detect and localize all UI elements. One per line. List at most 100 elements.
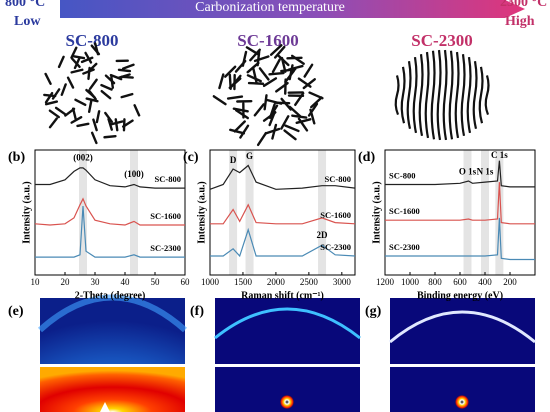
pattern-image bbox=[390, 298, 535, 412]
stick bbox=[234, 109, 249, 120]
stick bbox=[436, 49, 442, 141]
stick bbox=[44, 100, 59, 106]
low-temp: 800 °C bbox=[5, 0, 45, 10]
stick bbox=[295, 118, 312, 125]
panel-label: (c) bbox=[183, 150, 199, 165]
stick bbox=[212, 95, 227, 106]
stick bbox=[84, 51, 93, 64]
annotation: O 1s bbox=[459, 167, 477, 177]
stick bbox=[424, 51, 430, 139]
x-axis-label: 2-Theta (degree) bbox=[75, 290, 146, 301]
stick bbox=[302, 78, 316, 90]
stick bbox=[109, 73, 123, 81]
stick-drawing bbox=[212, 44, 324, 147]
stick bbox=[290, 54, 305, 65]
x-tick-label: 2000 bbox=[267, 277, 286, 287]
stick bbox=[85, 97, 99, 103]
stick bbox=[268, 110, 276, 127]
stick bbox=[418, 54, 424, 137]
beam-stop bbox=[100, 402, 110, 412]
x-tick-label: 10 bbox=[31, 277, 41, 287]
annotation: (100) bbox=[124, 169, 144, 179]
plot-frame bbox=[34, 149, 186, 276]
stick bbox=[85, 88, 96, 99]
stick bbox=[229, 128, 246, 135]
annotation: 2D bbox=[317, 230, 329, 240]
series-line bbox=[210, 227, 356, 258]
stick bbox=[269, 44, 283, 56]
stick bbox=[253, 103, 265, 117]
x-tick-label: 1500 bbox=[234, 277, 253, 287]
stick bbox=[249, 48, 261, 62]
separator bbox=[40, 364, 535, 367]
series-line bbox=[35, 167, 185, 189]
series-line bbox=[385, 217, 535, 261]
x-axis-label: Raman shift (cm⁻¹) bbox=[241, 290, 324, 301]
stick bbox=[466, 56, 472, 134]
series-line bbox=[34, 197, 185, 226]
highlight-band bbox=[245, 150, 254, 275]
stick bbox=[103, 134, 117, 139]
stick bbox=[48, 117, 58, 129]
stick bbox=[256, 131, 268, 147]
stick bbox=[263, 94, 268, 111]
series-line bbox=[385, 160, 535, 188]
stick bbox=[82, 68, 95, 75]
highlight-band bbox=[463, 150, 472, 275]
stick bbox=[484, 75, 490, 116]
annotation: N 1s bbox=[477, 167, 494, 177]
stick bbox=[224, 65, 237, 78]
stick bbox=[121, 63, 135, 70]
stick bbox=[226, 95, 244, 100]
high-label: High bbox=[505, 14, 535, 29]
stick bbox=[273, 45, 286, 59]
series-label: SC-800 bbox=[389, 170, 415, 180]
stick-drawing bbox=[43, 42, 141, 145]
x-tick-label: 200 bbox=[503, 277, 517, 287]
stick bbox=[48, 109, 61, 119]
stick bbox=[70, 57, 81, 69]
center-spot bbox=[280, 395, 294, 409]
x-tick-label: 60 bbox=[181, 277, 191, 287]
stick bbox=[88, 78, 98, 90]
stick bbox=[252, 67, 258, 84]
stick bbox=[472, 61, 478, 130]
panel-label: (b) bbox=[8, 150, 25, 165]
x-tick-label: 40 bbox=[121, 277, 131, 287]
stick bbox=[110, 120, 124, 126]
stick bbox=[454, 51, 460, 139]
stick bbox=[258, 67, 270, 81]
highlight-band bbox=[318, 150, 327, 275]
stick bbox=[120, 92, 134, 99]
x-tick-label: 3000 bbox=[333, 277, 352, 287]
x-tick-label: 800 bbox=[428, 277, 442, 287]
stick bbox=[239, 124, 250, 139]
annotation: G bbox=[246, 151, 253, 161]
series-label: SC-1600 bbox=[389, 206, 420, 216]
stick bbox=[271, 58, 281, 74]
stick bbox=[120, 75, 134, 79]
stick bbox=[280, 56, 287, 73]
stick bbox=[283, 129, 297, 141]
y-axis-label: Intensity (a.u.) bbox=[21, 181, 32, 244]
stick bbox=[92, 118, 98, 132]
x-tick-label: 30 bbox=[91, 277, 101, 287]
temperature-arrow bbox=[60, 0, 525, 18]
annotation: (002) bbox=[73, 152, 93, 162]
stick bbox=[280, 115, 290, 130]
stick bbox=[43, 93, 57, 98]
x-tick-label: 1000 bbox=[401, 277, 420, 287]
stick bbox=[51, 88, 61, 100]
high-temp: 2300 °C bbox=[500, 0, 547, 10]
stick bbox=[218, 73, 225, 90]
stick bbox=[247, 81, 265, 85]
ring bbox=[214, 307, 361, 340]
sample-label: SC-800 bbox=[66, 31, 119, 50]
x-tick-label: 50 bbox=[151, 277, 161, 287]
stick bbox=[107, 117, 113, 131]
low-label: Low bbox=[14, 14, 41, 29]
stick bbox=[114, 118, 119, 132]
x-tick-label: 1000 bbox=[201, 277, 220, 287]
annotation: C 1s bbox=[491, 150, 508, 160]
stick-drawing bbox=[394, 49, 490, 141]
